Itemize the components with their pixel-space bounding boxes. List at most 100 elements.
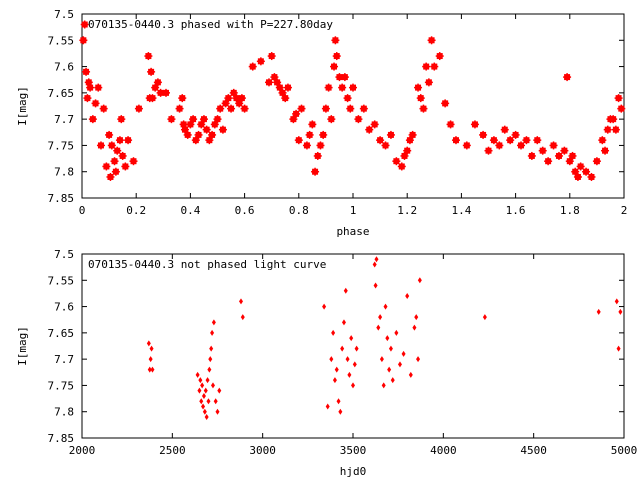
data-point (216, 104, 225, 113)
x-tick-label: 2500 (159, 444, 186, 457)
data-point (82, 67, 91, 76)
unphased-plot-ticks: 2000 2500 3000 3500 4000 4500 5000 7.5 7.55 7.6 7.… (48, 248, 638, 457)
x-tick-label: 1 (350, 204, 357, 217)
data-point (416, 94, 425, 103)
data-point (80, 20, 89, 29)
data-point (321, 104, 330, 113)
data-point (204, 413, 209, 420)
data-point (209, 345, 214, 352)
data-point (614, 94, 623, 103)
x-tick-label: 4500 (520, 444, 547, 457)
y-tick-label: 7.6 (54, 301, 74, 314)
data-point (148, 356, 153, 363)
y-tick-label: 7.85 (48, 192, 75, 205)
data-point (124, 136, 133, 145)
data-point (264, 78, 273, 87)
data-point (352, 361, 357, 368)
data-point (587, 172, 596, 181)
data-point (412, 324, 417, 331)
data-point (549, 141, 558, 150)
data-point (500, 125, 509, 134)
data-point (354, 115, 363, 124)
x-tick-label: 2000 (69, 444, 96, 457)
data-point (603, 125, 612, 134)
data-point (208, 356, 213, 363)
data-point (213, 398, 218, 405)
data-point (349, 335, 354, 342)
data-point (347, 371, 352, 378)
data-point (506, 136, 515, 145)
data-point (596, 308, 601, 315)
data-point (401, 350, 406, 357)
data-point (381, 382, 386, 389)
data-point (414, 83, 423, 92)
data-point (305, 130, 314, 139)
data-point (617, 104, 626, 113)
x-tick-label: 1.4 (451, 204, 471, 217)
data-point (115, 136, 124, 145)
y-tick-label: 7.55 (48, 34, 75, 47)
y-tick-label: 7.5 (54, 248, 74, 261)
data-point (237, 94, 246, 103)
data-point (146, 340, 151, 347)
data-point (340, 73, 349, 82)
data-point (560, 146, 569, 155)
data-point (336, 398, 341, 405)
data-point (331, 329, 336, 336)
data-point (376, 324, 381, 331)
y-tick-label: 7.55 (48, 274, 75, 287)
data-point (533, 136, 542, 145)
x-tick-label: 1.2 (397, 204, 417, 217)
data-point (387, 366, 392, 373)
data-point (213, 115, 222, 124)
x-tick-label: 0.8 (289, 204, 309, 217)
y-tick-label: 7.8 (54, 406, 74, 419)
data-point (374, 256, 379, 263)
data-point (316, 141, 325, 150)
data-point (489, 136, 498, 145)
data-point (197, 387, 202, 394)
data-point (218, 125, 227, 134)
x-tick-label: 1.6 (506, 204, 526, 217)
x-tick-label: 4000 (430, 444, 457, 457)
data-point (378, 314, 383, 321)
data-point (210, 329, 215, 336)
data-point (208, 130, 217, 139)
data-point (573, 172, 582, 181)
data-point (149, 345, 154, 352)
data-point (343, 94, 352, 103)
data-point (435, 52, 444, 61)
data-point (215, 408, 220, 415)
data-point (424, 78, 433, 87)
data-point (576, 162, 585, 171)
data-point (107, 141, 116, 150)
data-point (341, 319, 346, 326)
data-point (611, 125, 620, 134)
data-point (345, 356, 350, 363)
data-point (511, 130, 520, 139)
data-point (144, 52, 153, 61)
data-point (338, 408, 343, 415)
data-point (419, 104, 428, 113)
data-point (167, 115, 176, 124)
data-point (148, 94, 157, 103)
data-point (201, 403, 206, 410)
y-tick-label: 7.6 (54, 61, 74, 74)
data-point (383, 303, 388, 310)
data-point (422, 62, 431, 71)
data-point (217, 387, 222, 394)
data-point (397, 162, 406, 171)
data-point (240, 314, 245, 321)
data-point (134, 104, 143, 113)
data-point (598, 136, 607, 145)
data-point (248, 62, 257, 71)
data-point (283, 83, 292, 92)
data-point (203, 387, 208, 394)
x-tick-label: 3000 (249, 444, 276, 457)
data-point (416, 356, 421, 363)
phased-plot-y-axis-label: I[mag] (16, 86, 29, 126)
x-tick-label: 1.8 (560, 204, 580, 217)
data-point (601, 146, 610, 155)
unphased-plot-x-axis-label: hjd0 (340, 465, 367, 478)
data-point (346, 104, 355, 113)
